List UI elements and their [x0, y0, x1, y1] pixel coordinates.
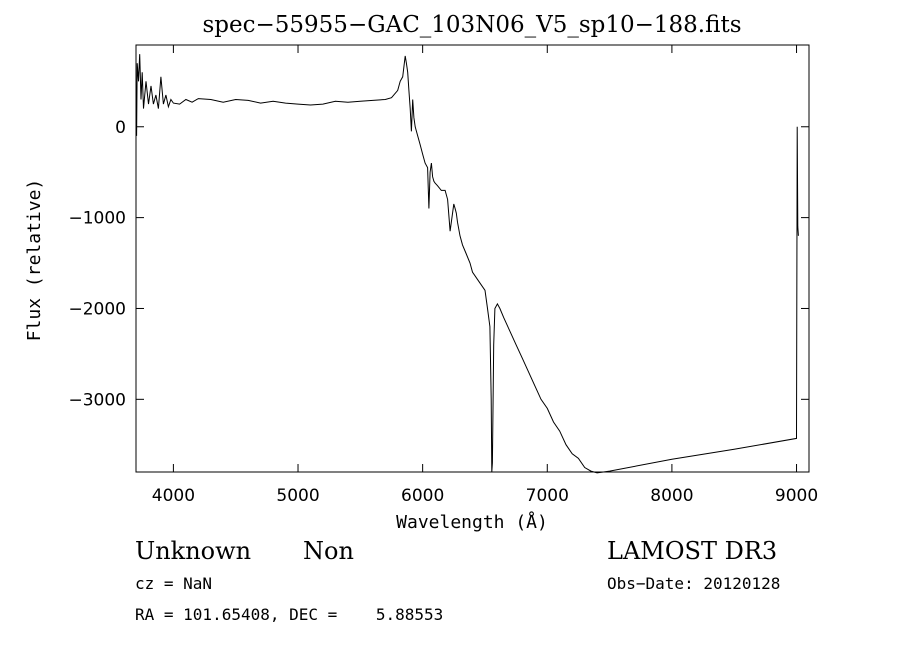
x-tick-label: 9000: [775, 486, 818, 506]
x-tick-label: 6000: [401, 486, 444, 506]
x-tick-label: 8000: [650, 486, 693, 506]
x-axis-ticks: 4000 5000 6000 7000 8000 9000: [152, 45, 818, 506]
y-axis-ticks: 0 −1000 −2000 −3000: [68, 118, 809, 410]
object-subclass-label: Non: [303, 537, 354, 565]
x-tick-label: 4000: [152, 486, 195, 506]
survey-label: LAMOST DR3: [607, 537, 777, 565]
object-class-label: Unknown: [135, 537, 251, 565]
y-tick-label: 0: [115, 118, 126, 138]
chart-title: spec−55955−GAC_103N06_V5_sp10−188.fits: [202, 12, 741, 38]
obs-date-label: Obs−Date: 20120128: [607, 574, 780, 593]
x-tick-label: 5000: [276, 486, 319, 506]
spectrum-line: [136, 54, 799, 474]
x-axis-label: Wavelength (Å): [396, 511, 548, 533]
cz-label: cz = NaN: [135, 574, 212, 593]
y-tick-label: −2000: [68, 299, 126, 319]
coordinates-label: RA = 101.65408, DEC = 5.88553: [135, 605, 443, 624]
plot-frame: [135, 44, 810, 473]
y-axis-label: Flux (relative): [24, 179, 45, 342]
y-tick-label: −3000: [68, 390, 126, 410]
y-tick-label: −1000: [68, 209, 126, 229]
x-tick-label: 7000: [526, 486, 569, 506]
